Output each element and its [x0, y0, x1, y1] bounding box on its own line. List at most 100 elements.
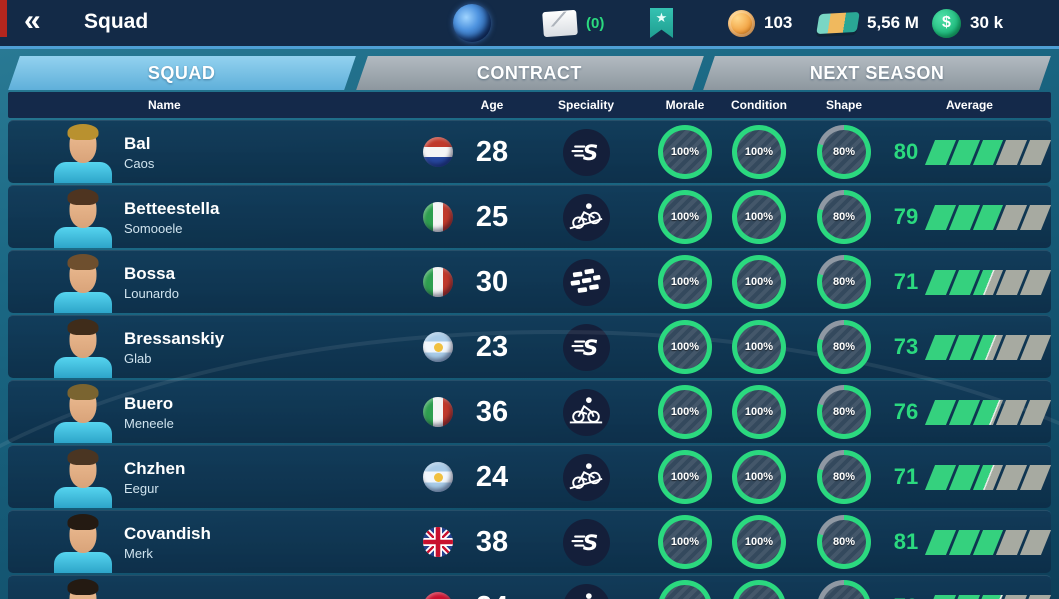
rider-avatar [48, 251, 118, 313]
condition-value: 100% [744, 146, 774, 158]
speciality-icon [562, 258, 610, 306]
speciality-icon: S [562, 128, 610, 176]
shape-value: 80% [832, 471, 856, 483]
avatar-hair [67, 384, 99, 400]
rider-age: 24 [464, 591, 520, 599]
avatar-hair [67, 124, 99, 140]
rider-age: 30 [475, 265, 509, 298]
page-title: Squad [84, 10, 149, 33]
avatar-jersey [54, 357, 112, 378]
rider-age: 28 [475, 135, 509, 168]
speciality-icon: S [562, 323, 610, 371]
rider-age: 36 [475, 395, 509, 428]
speciality-icon [562, 583, 610, 599]
globe-icon[interactable] [453, 4, 491, 42]
rider-name: Bressanskiy [124, 328, 225, 348]
rider-age: 25 [475, 200, 509, 233]
tab-contract[interactable]: CONTRACT [355, 56, 704, 90]
tab-squad[interactable]: SQUAD [8, 56, 356, 90]
rider-avatar [48, 316, 118, 378]
average-value: 81 [893, 529, 919, 554]
rider-age: 23 [475, 330, 509, 363]
rider-name-cell: Covandish Merk [124, 524, 412, 561]
shape-value: 80% [832, 536, 856, 548]
rider-age: 38 [475, 525, 509, 558]
tab-next-season[interactable]: NEXT SEASON [703, 56, 1051, 90]
messages-count: (0) [586, 14, 605, 32]
speciality-icon [562, 453, 610, 501]
rider-name-cell: Buero Meneele [124, 394, 412, 431]
rider-avatar [48, 121, 118, 183]
rider-name-cell: Bal Caos [124, 134, 412, 171]
tab-bar: SQUAD CONTRACT NEXT SEASON [0, 49, 1059, 92]
avatar-hair [67, 449, 99, 465]
country-flag-icon [423, 527, 453, 557]
rider-row[interactable]: Covandish Merk 38 S 100% 100% 80% 81 [8, 510, 1051, 573]
bookmark-icon[interactable]: ★ [650, 8, 673, 38]
tab-contract-label: CONTRACT [477, 62, 582, 83]
dollar-symbol: $ [942, 14, 951, 31]
rider-row[interactable]: Bossa Lounardo 30 100% 100% 80% 71 [8, 250, 1051, 313]
condition-value: 100% [744, 276, 774, 288]
morale-value: 100% [670, 146, 700, 158]
morale-ring: 100% [658, 515, 712, 569]
coins-count: 103 [764, 13, 793, 32]
banknotes-icon[interactable] [816, 11, 860, 35]
avatar-jersey [54, 487, 112, 508]
average-value: 76 [893, 399, 919, 424]
morale-value: 100% [670, 211, 700, 223]
avatar-jersey [54, 422, 112, 443]
average-value: 73 [893, 334, 919, 359]
average-bars [924, 464, 1051, 490]
rider-name-cell: Betteestella Somooele [124, 199, 412, 236]
budget-amount: 5,56 M [867, 13, 919, 32]
avatar-jersey [54, 162, 112, 183]
avatar-jersey [54, 552, 112, 573]
morale-ring: 100% [658, 190, 712, 244]
rider-surname: Glab [124, 350, 152, 366]
rider-row[interactable]: Da le Cruz 24 100% 100% 80% 79 [8, 575, 1051, 599]
rider-row[interactable]: Buero Meneele 36 100% 100% 80% 76 [8, 380, 1051, 443]
rider-avatar [48, 381, 118, 443]
country-flag-icon [423, 592, 453, 599]
condition-ring: 100% [732, 450, 786, 504]
avatar-hair [67, 319, 99, 335]
speciality-icon [562, 388, 610, 436]
rider-row[interactable]: Bal Caos 28 S 100% 100% 80% 80 [8, 120, 1051, 183]
back-button[interactable]: « [24, 4, 41, 37]
rider-name: Betteestella [124, 198, 220, 218]
rider-name-cell: Chzhen Eegur [124, 459, 412, 496]
rider-name-cell: Da le Cruz [124, 596, 412, 599]
rider-surname: Caos [124, 155, 155, 171]
morale-ring: 100% [658, 255, 712, 309]
rider-avatar [48, 576, 118, 599]
shape-ring: 80% [817, 450, 871, 504]
rider-row[interactable]: Bressanskiy Glab 23 S 100% 100% 80% 73 [8, 315, 1051, 378]
average-bars [924, 204, 1051, 230]
coin-icon[interactable] [728, 9, 755, 37]
morale-ring: 100% [658, 580, 712, 599]
morale-value: 100% [670, 471, 700, 483]
rider-name: Bossa [124, 263, 176, 283]
average-value: 79 [888, 594, 924, 599]
morale-value: 100% [670, 276, 700, 288]
avatar-hair [67, 579, 99, 595]
rider-avatar [48, 186, 118, 248]
column-header-average: Average [946, 98, 993, 112]
shape-value: 80% [832, 276, 856, 288]
country-flag-icon [423, 267, 453, 297]
shape-ring: 80% [817, 255, 871, 309]
rider-row[interactable]: Betteestella Somooele 25 100% 100% 80% 7… [8, 185, 1051, 248]
avatar-jersey [54, 227, 112, 248]
cash-icon[interactable]: $ [932, 8, 961, 38]
shape-ring: 80% [817, 190, 871, 244]
column-header-name: Name [148, 98, 181, 112]
mail-icon[interactable] [542, 9, 578, 37]
condition-ring: 100% [732, 515, 786, 569]
shape-ring: 80% [817, 320, 871, 374]
shape-ring: 80% [817, 515, 871, 569]
country-flag-icon [423, 137, 453, 167]
tab-squad-label: SQUAD [148, 62, 216, 83]
rider-row[interactable]: Chzhen Eegur 24 100% 100% 80% 71 [8, 445, 1051, 508]
rider-surname: Merk [124, 545, 153, 561]
